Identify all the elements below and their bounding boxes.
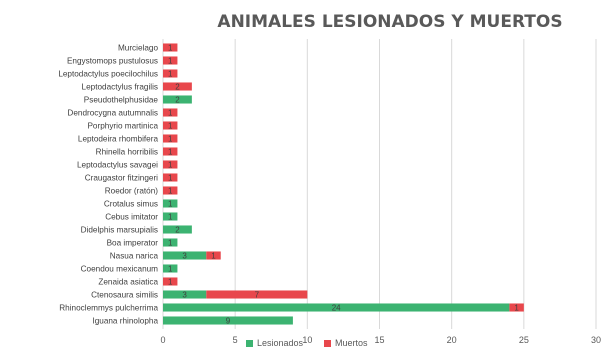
category-label: Craugastor fitzingeri: [85, 174, 158, 183]
data-label: 7: [255, 291, 260, 300]
bar-muertos: [163, 56, 178, 65]
data-label: 1: [211, 252, 216, 261]
x-tick-label: 5: [233, 335, 238, 345]
bar-lesionados: [163, 225, 192, 234]
bar-lesionados: [163, 212, 178, 221]
category-label: Crotalus simus: [104, 200, 158, 209]
category-label: Coendou mexicanum: [81, 265, 159, 274]
category-label: Leptodeira rhombifera: [78, 135, 159, 144]
legend-swatch-lesionados: [246, 340, 253, 347]
data-label: 3: [182, 291, 187, 300]
data-label: 1: [168, 239, 173, 248]
legend-label-muertos: Muertos: [335, 338, 368, 348]
category-label: Leptodactylus fragilis: [82, 83, 158, 92]
category-label: Leptodactylus poecilochilus: [58, 70, 158, 79]
data-label: 1: [168, 122, 173, 131]
category-label: Rhinella horribilis: [96, 148, 158, 157]
x-tick-label: 25: [519, 335, 529, 345]
category-label: Leptodactylus savagei: [77, 161, 158, 170]
data-label: 1: [168, 148, 173, 157]
bar-muertos: [163, 69, 178, 78]
bar-muertos: [206, 251, 221, 260]
bar-muertos: [163, 277, 178, 286]
bar-muertos: [163, 147, 178, 156]
bar-muertos: [163, 160, 178, 169]
data-label: 3: [182, 252, 187, 261]
bar-muertos: [163, 134, 178, 143]
x-axis-ticks: 0 5 10 15 20 25 30: [160, 335, 601, 345]
data-label: 1: [168, 187, 173, 196]
category-label: Zenaida asiatica: [98, 278, 158, 287]
data-label: 2: [175, 83, 180, 92]
x-tick-label: 15: [374, 335, 384, 345]
bar-muertos: [163, 186, 178, 195]
data-label: 24: [332, 304, 341, 313]
category-label: Boa imperator: [107, 239, 159, 248]
legend: Lesionados Muertos: [246, 338, 368, 348]
category-label: Didelphis marsupialis: [81, 226, 158, 235]
category-label: Rhinoclemmys pulcherrima: [59, 304, 158, 313]
bar-muertos: [163, 173, 178, 182]
bar-lesionados: [163, 264, 178, 273]
data-label: 2: [175, 96, 180, 105]
category-label: Pseudothelphusidae: [84, 96, 159, 105]
data-label: 1: [168, 109, 173, 118]
x-tick-label: 30: [591, 335, 601, 345]
data-label: 1: [168, 135, 173, 144]
category-label: Cebus imitator: [105, 213, 158, 222]
x-tick-label: 10: [302, 335, 312, 345]
category-label: Dendrocygna autumnalis: [67, 109, 158, 118]
category-label: Nasua narica: [110, 252, 159, 261]
bar-muertos: [163, 43, 178, 52]
x-tick-label: 0: [160, 335, 165, 345]
data-label: 2: [175, 226, 180, 235]
legend-swatch-muertos: [324, 340, 331, 347]
data-label: 1: [168, 278, 173, 287]
bar-muertos: [163, 121, 178, 130]
legend-label-lesionados: Lesionados: [257, 338, 304, 348]
chart-title: ANIMALES LESIONADOS Y MUERTOS: [217, 12, 562, 32]
data-label: 1: [168, 213, 173, 222]
bar-lesionados: [163, 95, 192, 104]
data-label: 1: [168, 57, 173, 66]
bar-muertos: [163, 108, 178, 117]
bar-lesionados: [163, 251, 207, 260]
category-label: Engystomops pustulosus: [67, 57, 158, 66]
category-label: Roedor (ratón): [105, 187, 159, 196]
category-labels: Murcielago Engystomops pustulosus Leptodac…: [58, 44, 158, 326]
data-label: 9: [226, 317, 231, 326]
category-label: Iguana rhinolopha: [92, 317, 158, 326]
bar-lesionados: [163, 199, 178, 208]
data-label: 1: [168, 44, 173, 53]
bar-lesionados: [163, 303, 510, 312]
bar-lesionados: [163, 316, 293, 325]
data-label: 1: [514, 304, 519, 313]
bar-lesionados: [163, 290, 207, 299]
bar-muertos: [163, 82, 192, 91]
data-label: 1: [168, 200, 173, 209]
data-label: 1: [168, 161, 173, 170]
data-label: 1: [168, 174, 173, 183]
x-tick-label: 20: [447, 335, 457, 345]
data-label: 1: [168, 70, 173, 79]
bar-muertos: [206, 290, 308, 299]
category-label: Murcielago: [118, 44, 158, 53]
bar-muertos: [509, 303, 524, 312]
bar-lesionados: [163, 238, 178, 247]
category-label: Porphyrio martinica: [87, 122, 158, 131]
category-label: Ctenosaura similis: [91, 291, 158, 300]
data-label: 1: [168, 265, 173, 274]
